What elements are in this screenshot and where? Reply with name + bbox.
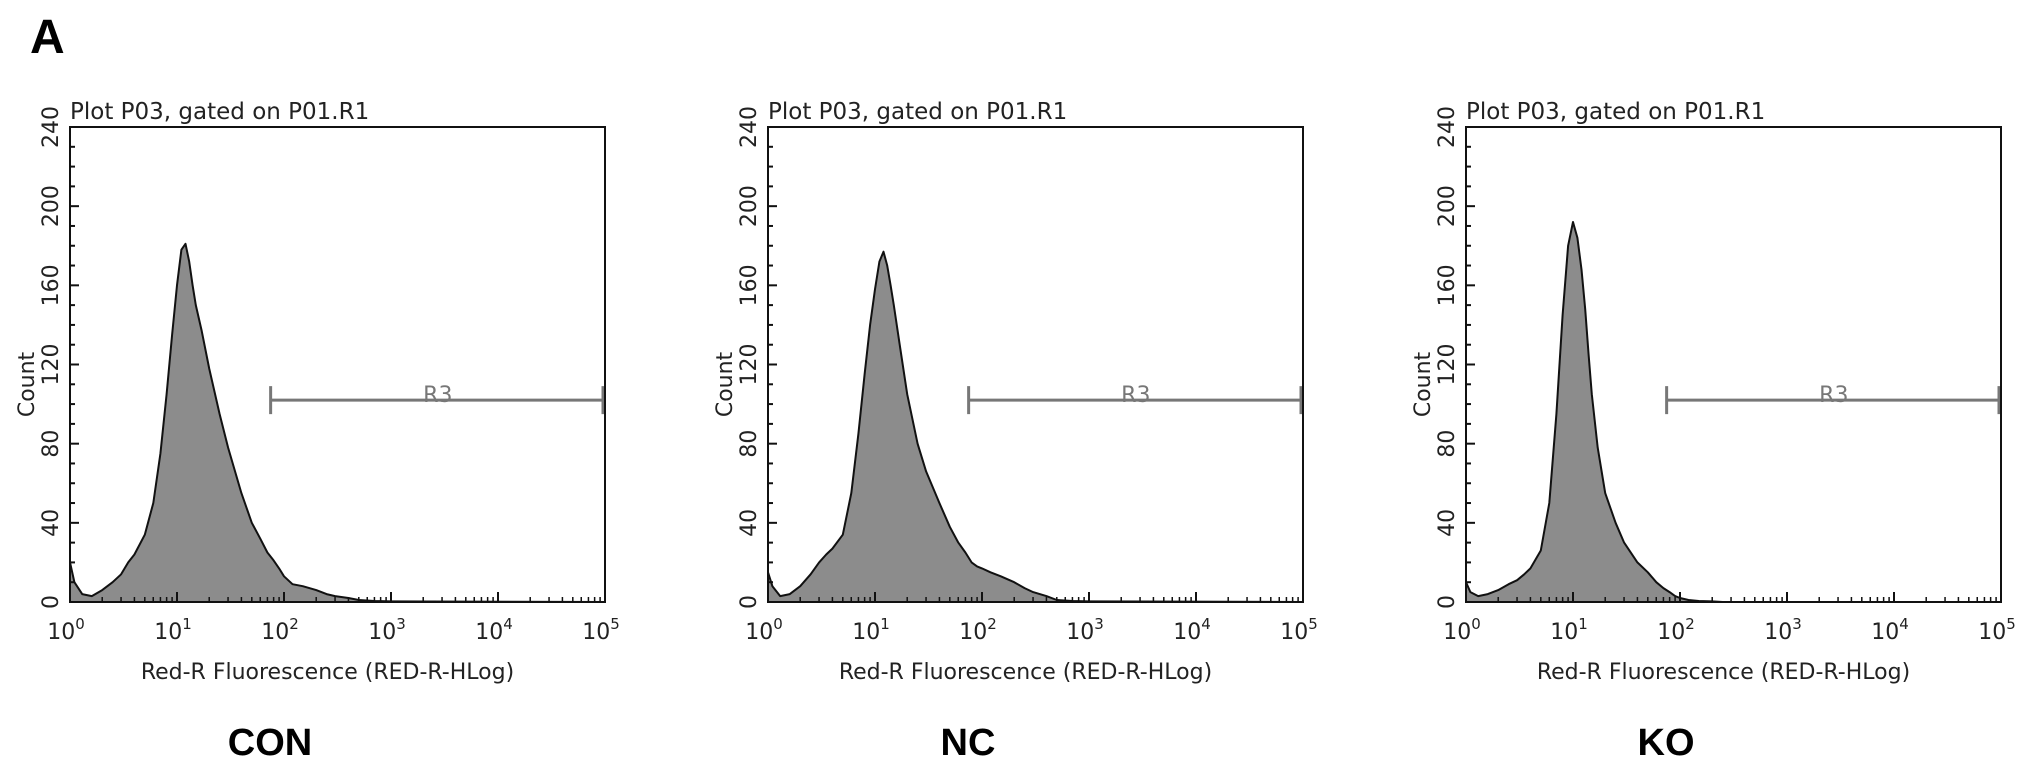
y-tick-label: 40 (1435, 509, 1460, 537)
panel-letter: A (30, 11, 65, 64)
y-axis-label: Count (1411, 351, 1436, 417)
x-tick-label: 102 (959, 615, 997, 645)
x-tick-label: 103 (1764, 615, 1802, 645)
x-tick-label: 103 (368, 615, 406, 645)
condition-label-con: CON (228, 722, 312, 764)
y-tick-label: 0 (39, 595, 64, 609)
y-tick-label: 120 (737, 344, 762, 386)
x-tick-label: 101 (1550, 615, 1588, 645)
plot-title: Plot P03, gated on P01.R1 (1466, 99, 1765, 125)
y-tick-label: 40 (737, 509, 762, 537)
y-axis-label: Count (15, 351, 40, 417)
plot-title: Plot P03, gated on P01.R1 (768, 99, 1067, 125)
y-tick-label: 200 (1435, 185, 1460, 227)
y-tick-label: 120 (1435, 344, 1460, 386)
gate-label: R3 (423, 383, 452, 408)
histogram-area (1465, 221, 2002, 603)
x-axis-label: Red-R Fluorescence (RED-R-HLog) (1537, 660, 1910, 685)
x-tick-label: 100 (47, 615, 85, 645)
x-tick-label: 101 (154, 615, 192, 645)
x-tick-label: 105 (1978, 615, 2016, 645)
x-tick-label: 100 (745, 615, 783, 645)
y-axis-label: Count (713, 351, 738, 417)
y-tick-label: 0 (1435, 595, 1460, 609)
x-tick-label: 103 (1066, 615, 1104, 645)
y-tick-label: 240 (39, 106, 64, 148)
x-tick-label: 104 (1871, 615, 1909, 645)
histogram-area (69, 242, 606, 603)
y-tick-label: 40 (39, 509, 64, 537)
y-tick-label: 0 (737, 595, 762, 609)
histogram-panel-nc: Plot P03, gated on P01.R1 R3 0 40 80 120 160 20… (713, 99, 1318, 764)
y-tick-label: 200 (39, 185, 64, 227)
y-tick-label: 80 (737, 430, 762, 458)
condition-label-nc: NC (941, 722, 996, 764)
x-tick-label: 105 (1280, 615, 1318, 645)
x-tick-label: 105 (582, 615, 620, 645)
x-tick-label: 104 (1173, 615, 1211, 645)
histogram-panel-con: Plot P03, gated on P01.R1 R3 0 40 80 120 160 20… (15, 99, 620, 764)
x-axis-label: Red-R Fluorescence (RED-R-HLog) (839, 660, 1212, 685)
histogram-panel-ko: Plot P03, gated on P01.R1 R3 0 40 80 120 160 20… (1411, 99, 2016, 764)
y-tick-label: 200 (737, 185, 762, 227)
x-tick-label: 100 (1443, 615, 1481, 645)
x-tick-label: 102 (1657, 615, 1695, 645)
y-tick-label: 160 (39, 264, 64, 306)
y-tick-label: 160 (737, 264, 762, 306)
gate-label: R3 (1819, 383, 1848, 408)
x-tick-label: 104 (475, 615, 513, 645)
x-tick-label: 101 (852, 615, 890, 645)
histogram-area (767, 250, 1304, 603)
y-tick-label: 240 (1435, 106, 1460, 148)
condition-label-ko: KO (1638, 722, 1695, 764)
y-tick-label: 160 (1435, 264, 1460, 306)
y-tick-label: 80 (1435, 430, 1460, 458)
gate-label: R3 (1121, 383, 1150, 408)
x-axis-label: Red-R Fluorescence (RED-R-HLog) (141, 660, 514, 685)
x-tick-label: 102 (261, 615, 299, 645)
y-tick-label: 240 (737, 106, 762, 148)
y-tick-label: 80 (39, 430, 64, 458)
y-tick-label: 120 (39, 344, 64, 386)
plot-title: Plot P03, gated on P01.R1 (70, 99, 369, 125)
